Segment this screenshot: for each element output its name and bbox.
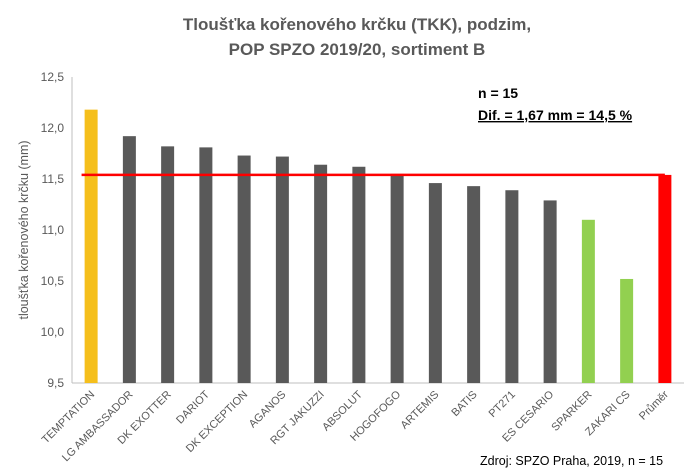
x-tick-label: PT271 — [487, 389, 518, 420]
bar — [505, 190, 519, 383]
chart-title-line2: POP SPZO 2019/20, sortiment B — [229, 40, 486, 59]
y-tick-label: 11,0 — [42, 223, 65, 237]
bar — [161, 146, 175, 383]
y-tick-label: 12,0 — [41, 121, 65, 135]
x-tick-label: DARIOT — [174, 388, 212, 426]
y-tick-label: 9,5 — [47, 376, 64, 390]
bar — [352, 166, 366, 383]
source-note: Zdroj: SPZO Praha, 2019, n = 15 — [480, 454, 663, 468]
chart-title-line1: Tloušťka kořenového krčku (TKK), podzim, — [183, 15, 531, 34]
bar — [620, 278, 634, 383]
annotation-n: n = 15 — [478, 85, 518, 101]
x-tick-label: Průměr — [637, 388, 671, 422]
bar — [314, 164, 328, 383]
y-tick-label: 10,5 — [41, 274, 65, 288]
bar — [275, 156, 289, 383]
bar — [658, 174, 672, 383]
x-tick-label: ARTEMIS — [399, 389, 442, 432]
bar — [543, 200, 557, 383]
y-tick-label: 10,0 — [41, 325, 65, 339]
x-tick-label: BATIS — [449, 389, 479, 419]
y-axis-label: tloušťka kořenového krčku (mm) — [17, 140, 31, 319]
bar — [467, 186, 481, 383]
bar — [581, 219, 595, 383]
plot-area: 9,510,010,511,011,512,012,5TEMPTATIONLG … — [40, 70, 684, 464]
bar — [237, 155, 251, 383]
bar — [84, 109, 98, 383]
x-tick-label: LG AMBASSADOR — [60, 389, 136, 465]
bar — [428, 183, 442, 383]
y-tick-label: 12,5 — [41, 70, 65, 84]
annotation-difference: Dif. = 1,67 mm = 14,5 % — [478, 107, 633, 123]
bar — [122, 136, 136, 383]
y-tick-label: 11,5 — [42, 172, 65, 186]
bar — [390, 173, 404, 383]
bar — [199, 147, 213, 383]
